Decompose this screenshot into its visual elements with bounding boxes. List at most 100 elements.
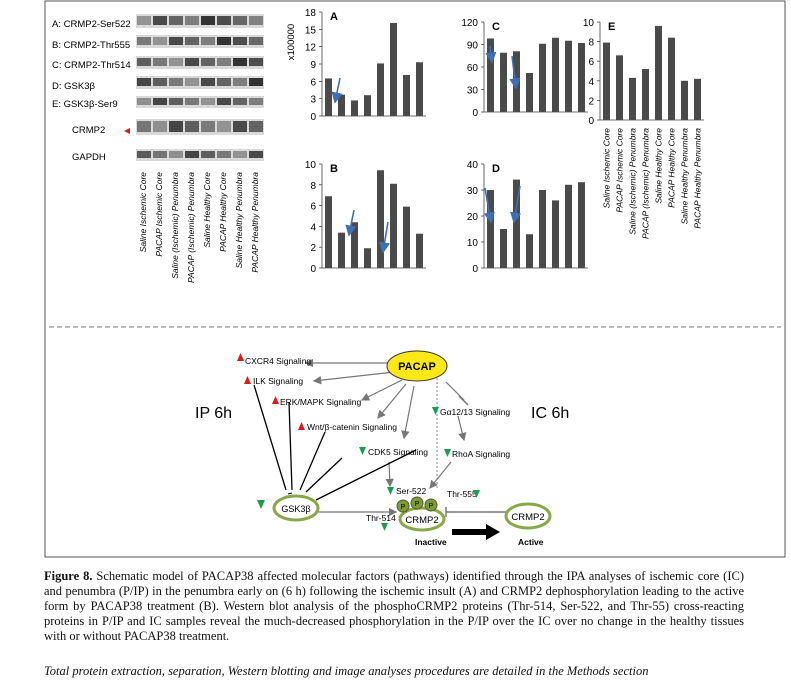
pathway-rhoa: RhoA Signaling <box>452 449 510 459</box>
x-tick-label: Saline Ischemic Core <box>602 128 612 209</box>
phospho-icon <box>410 496 424 510</box>
bar <box>377 63 384 116</box>
down-triangle-icon <box>257 500 265 509</box>
crmp2-active-node <box>504 502 552 530</box>
methods-note: Total protein extraction, separation, We… <box>44 664 649 678</box>
blot-band <box>201 98 215 105</box>
lane-label: PACAP Healthy Core <box>218 172 228 252</box>
blot-row <box>136 96 264 108</box>
bar <box>325 196 332 268</box>
bar <box>629 77 636 120</box>
inactive-label: Inactive <box>415 537 447 547</box>
lane-label: Saline (Ischemic) Penumbra <box>170 172 180 279</box>
blue-arrow-icon <box>485 45 497 64</box>
bar <box>694 78 701 120</box>
figure-panel: A: CRMP2-Ser522 B: CRMP2-Thr555 C: CRMP2… <box>44 0 786 558</box>
blot-band <box>153 151 167 158</box>
bar <box>416 233 423 268</box>
blot-band <box>217 121 231 132</box>
phospho-icon <box>396 499 410 513</box>
blot-band <box>249 37 263 45</box>
active-label: Active <box>518 537 544 547</box>
lane-label: PACAP Healthy Penumbra <box>250 172 260 273</box>
blot-band <box>249 98 263 105</box>
blot-band <box>249 58 263 66</box>
y-tick-label: 0 <box>310 112 316 123</box>
bar <box>655 25 662 121</box>
bar <box>403 206 410 268</box>
blot-row <box>136 14 264 28</box>
blot-band <box>233 78 247 86</box>
bar <box>377 170 384 268</box>
chart-title: A <box>330 11 338 23</box>
band-label: D: GSK3β <box>52 81 95 92</box>
bar <box>500 52 507 112</box>
y-tick-label: 60 <box>467 63 479 74</box>
x-tick-label: PACAP Healthy Penumbra <box>693 128 703 229</box>
blot-band <box>185 16 199 25</box>
y-tick-label: 90 <box>467 41 479 52</box>
x-tick-label: PACAP Ischemic Core <box>615 128 625 213</box>
y-tick-label: 40 <box>467 160 479 171</box>
up-triangle-icon <box>244 376 251 384</box>
y-tick-label: 120 <box>461 18 478 29</box>
blot-band <box>249 78 263 86</box>
bar <box>539 190 546 268</box>
y-tick-label: 10 <box>583 18 595 29</box>
x-tick-label: PACAP Healthy Core <box>667 128 677 208</box>
blot-band <box>217 37 231 45</box>
phospho-label: P <box>429 503 434 510</box>
blot-band <box>201 121 215 132</box>
y-tick-label: 12 <box>305 43 317 54</box>
blot-band <box>201 78 215 86</box>
blot-band <box>137 151 151 158</box>
blot-band <box>169 151 183 158</box>
blot-band <box>217 58 231 66</box>
bar <box>513 51 520 112</box>
blue-arrow-icon <box>345 209 357 237</box>
blot-band <box>233 16 247 25</box>
blot-band <box>233 151 247 158</box>
bar <box>487 190 494 268</box>
bar <box>513 179 520 268</box>
blot-row <box>136 56 264 69</box>
y-tick-label: 8 <box>588 38 594 49</box>
blot-band <box>169 37 183 45</box>
bar <box>681 80 688 120</box>
pathway-cxcr4: CXCR4 Signaling <box>245 356 311 366</box>
bar <box>338 232 345 268</box>
down-triangle-icon <box>473 490 480 498</box>
lane-label: Saline Ischemic Core <box>138 172 148 253</box>
blot-band <box>185 121 199 132</box>
bar <box>500 229 507 268</box>
blot-row <box>136 149 264 161</box>
pacap-label: PACAP <box>398 361 436 373</box>
bar <box>325 78 332 116</box>
y-tick-label: 18 <box>305 8 317 19</box>
blot-band <box>185 151 199 158</box>
blue-arrow-icon <box>331 77 343 104</box>
y-tick-label: 20 <box>467 212 479 223</box>
bar <box>351 222 358 268</box>
bar <box>668 37 675 120</box>
y-tick-label: 10 <box>305 160 317 171</box>
bar <box>603 42 610 120</box>
bar <box>526 73 533 112</box>
blot-band <box>201 16 215 25</box>
blot-band <box>169 78 183 86</box>
bar <box>565 184 572 268</box>
ser522-label: Ser-522 <box>396 486 427 496</box>
blot-row <box>136 76 264 89</box>
phospho-label: P <box>415 501 420 508</box>
bar <box>642 69 649 120</box>
y-tick-label: 2 <box>588 96 594 107</box>
chart-b: 0 2 4 6 8 10 B <box>305 160 426 275</box>
blot-band <box>217 78 231 86</box>
lane-label: PACAP (Ischemic) Penumbra <box>186 172 196 283</box>
blot-band <box>233 98 247 105</box>
crmp2-inactive-node <box>398 506 446 532</box>
x-tick-label: PACAP (Ischemic) Penumbra <box>641 128 651 239</box>
thr555-label: Thr-555 <box>447 489 477 499</box>
band-label: A: CRMP2-Ser522 <box>52 19 131 30</box>
figure-number: Figure 8. <box>44 569 93 583</box>
